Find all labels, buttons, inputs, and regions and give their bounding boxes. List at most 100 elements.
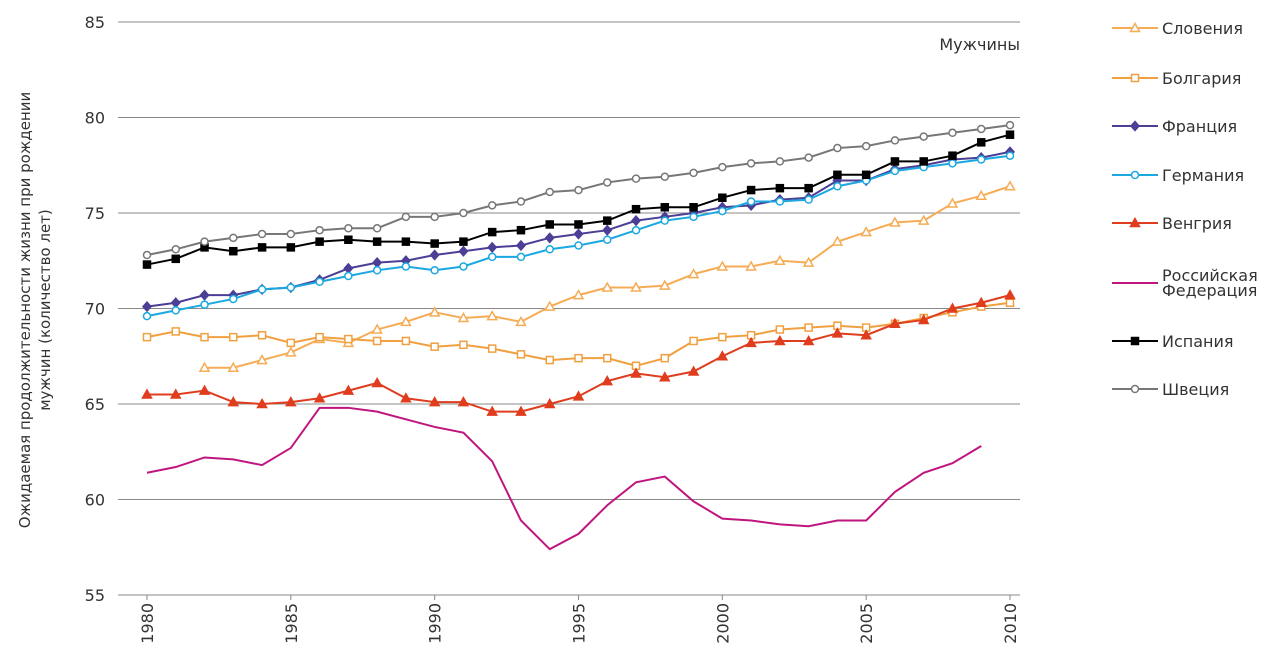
point bbox=[344, 334, 353, 344]
point bbox=[257, 330, 267, 340]
point bbox=[687, 365, 700, 376]
point bbox=[371, 323, 383, 334]
point bbox=[1130, 73, 1140, 83]
point bbox=[1004, 180, 1016, 191]
legend-swatch bbox=[1112, 282, 1158, 284]
legend-item: Венгрия bbox=[1112, 205, 1272, 241]
point bbox=[400, 315, 412, 327]
point bbox=[889, 317, 901, 329]
point bbox=[457, 312, 470, 323]
point bbox=[975, 189, 988, 201]
point bbox=[718, 332, 727, 342]
x-tick-label: 2005 bbox=[857, 603, 876, 644]
point bbox=[1129, 120, 1141, 132]
point bbox=[917, 313, 930, 325]
point bbox=[372, 237, 382, 246]
point bbox=[775, 183, 785, 193]
point bbox=[1005, 130, 1015, 139]
point bbox=[545, 187, 554, 197]
point bbox=[975, 296, 988, 308]
point bbox=[229, 246, 238, 256]
point bbox=[459, 262, 468, 271]
point bbox=[718, 162, 727, 172]
point bbox=[833, 182, 842, 191]
legend-label: Швеция bbox=[1162, 379, 1230, 399]
point bbox=[802, 256, 815, 267]
point bbox=[516, 350, 526, 359]
point bbox=[544, 232, 555, 244]
point bbox=[227, 361, 240, 372]
point bbox=[572, 289, 585, 300]
point bbox=[631, 215, 642, 227]
y-tick-label: 55 bbox=[85, 586, 105, 605]
point bbox=[745, 336, 757, 348]
point bbox=[257, 243, 267, 252]
point bbox=[286, 229, 296, 239]
point bbox=[256, 354, 268, 365]
point bbox=[430, 239, 439, 248]
point bbox=[716, 260, 729, 271]
point bbox=[574, 220, 583, 229]
point bbox=[890, 157, 900, 166]
point bbox=[603, 235, 612, 244]
legend-label: Российская Федерация bbox=[1162, 266, 1258, 300]
point bbox=[286, 243, 296, 252]
legend-item: Испания bbox=[1112, 323, 1272, 359]
point bbox=[459, 340, 468, 350]
point bbox=[917, 214, 930, 225]
point bbox=[400, 392, 412, 403]
point bbox=[1004, 289, 1016, 300]
legend-label: Болгария bbox=[1162, 68, 1242, 88]
point bbox=[141, 300, 153, 313]
point bbox=[746, 159, 756, 168]
point bbox=[344, 224, 353, 233]
point bbox=[631, 225, 641, 235]
point bbox=[775, 157, 785, 166]
point bbox=[603, 216, 612, 225]
point bbox=[861, 141, 871, 151]
point bbox=[515, 239, 526, 252]
legend-swatch bbox=[1112, 217, 1158, 228]
point bbox=[946, 302, 959, 313]
legend-swatch bbox=[1112, 22, 1158, 33]
point bbox=[487, 201, 497, 210]
point bbox=[660, 216, 670, 225]
point bbox=[601, 281, 614, 292]
point bbox=[574, 241, 583, 250]
point bbox=[487, 241, 498, 254]
point bbox=[631, 204, 641, 214]
y-tick-label: 70 bbox=[85, 300, 105, 319]
point bbox=[1005, 151, 1015, 160]
point bbox=[660, 172, 670, 181]
point bbox=[343, 262, 354, 275]
point bbox=[919, 157, 928, 166]
point bbox=[141, 388, 153, 399]
point bbox=[976, 138, 986, 147]
point bbox=[775, 325, 785, 334]
point bbox=[1129, 217, 1141, 228]
point bbox=[574, 185, 583, 195]
annotation: Мужчины bbox=[939, 35, 1020, 54]
point bbox=[804, 195, 813, 204]
y-axis-label: Ожидаемая продолжительности жизни при ро… bbox=[16, 91, 54, 529]
point bbox=[430, 266, 439, 275]
point bbox=[198, 384, 211, 395]
point bbox=[428, 396, 441, 407]
point bbox=[572, 390, 585, 401]
point bbox=[171, 306, 181, 315]
legend-item: Словения bbox=[1112, 10, 1272, 46]
point bbox=[948, 128, 957, 138]
point bbox=[286, 283, 296, 292]
point bbox=[976, 124, 986, 134]
legend-label: Испания bbox=[1162, 331, 1234, 351]
point bbox=[344, 271, 353, 281]
point bbox=[689, 336, 698, 346]
point bbox=[631, 174, 641, 183]
point bbox=[573, 228, 584, 240]
point bbox=[142, 260, 152, 269]
point bbox=[948, 151, 957, 160]
point bbox=[487, 344, 497, 353]
point bbox=[229, 332, 238, 342]
